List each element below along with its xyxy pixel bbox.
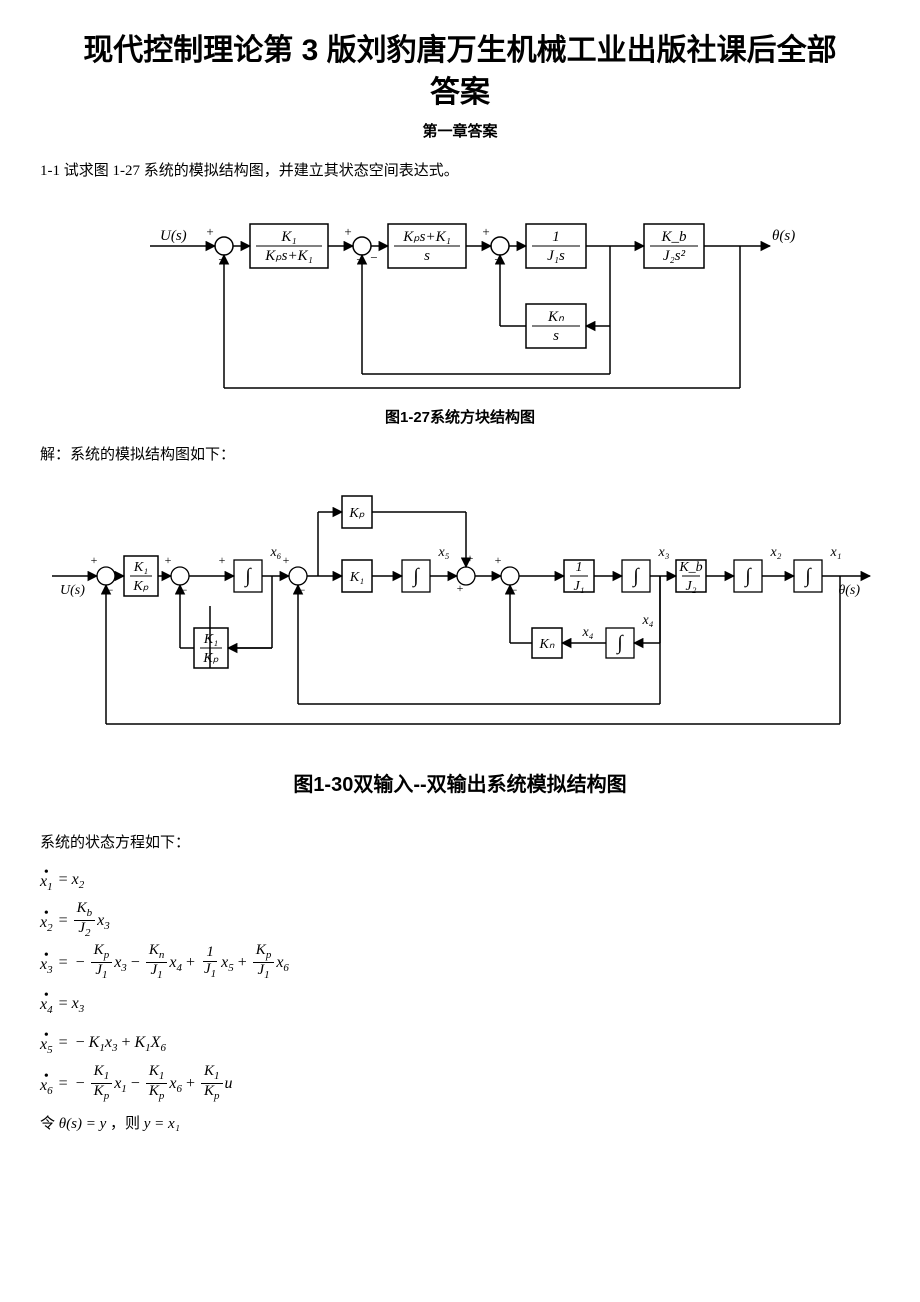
state-equations: •x1=x2•x2=KbJ2x3•x3=−KpJ1x3−KnJ1x4+1J1x5… <box>40 862 880 1102</box>
svg-text:K₁: K₁ <box>349 570 364 585</box>
block-diagram-2: U(s)+−+−+−+++−K₁KₚK₁KₚK₁Kₚ1J₁K_bJ₂Kₙ∫x₆∫… <box>40 478 880 738</box>
svg-text:+: + <box>283 553 290 567</box>
svg-text:+: + <box>482 224 489 239</box>
main-title: 现代控制理论第 3 版刘豹唐万生机械工业出版社课后全部 答案 <box>40 30 880 114</box>
svg-text:J₁: J₁ <box>573 579 584 594</box>
block-diagram-1: U(s)+−+−−+−K₁Kₚs+K₁Kₚs+K₁s1J₁sK_bJ₂s²Kₙs… <box>40 194 880 394</box>
svg-text:x₄: x₄ <box>581 625 593 640</box>
svg-text:K₁: K₁ <box>133 560 148 575</box>
svg-text:J₂s²: J₂s² <box>663 248 686 264</box>
svg-text:x₃: x₃ <box>657 545 669 560</box>
svg-text:∫: ∫ <box>243 565 252 588</box>
svg-text:+: + <box>219 553 226 567</box>
svg-text:Kₙ: Kₙ <box>547 309 565 325</box>
svg-text:x₁: x₁ <box>829 545 841 560</box>
svg-text:−: − <box>511 583 518 597</box>
svg-text:+: + <box>495 553 502 567</box>
svg-text:∫: ∫ <box>615 632 624 655</box>
svg-text:x₄: x₄ <box>641 613 653 628</box>
svg-text:U(s): U(s) <box>60 583 85 598</box>
svg-text:Kₚs+K₁: Kₚs+K₁ <box>264 248 313 264</box>
svg-text:x₆: x₆ <box>269 545 281 560</box>
svg-text:+: + <box>91 553 98 567</box>
svg-text:1: 1 <box>576 560 583 575</box>
svg-text:x₅: x₅ <box>437 545 449 560</box>
svg-text:+: + <box>206 224 213 239</box>
equations-intro: 系统的状态方程如下： <box>40 831 880 852</box>
svg-text:−: − <box>181 583 188 597</box>
solution-intro: 解：系统的模拟结构图如下： <box>40 443 880 464</box>
svg-text:∫: ∫ <box>411 565 420 588</box>
svg-text:∫: ∫ <box>743 565 752 588</box>
svg-text:K₁: K₁ <box>280 229 296 245</box>
svg-text:Kₚ: Kₚ <box>348 506 364 521</box>
problem-statement: 1-1 试求图 1-27 系统的模拟结构图，并建立其状态空间表达式。 <box>40 159 880 180</box>
svg-text:K_b: K_b <box>660 229 687 245</box>
svg-text:−: − <box>299 583 306 597</box>
svg-text:1: 1 <box>552 229 560 245</box>
final-line: 令 θ(s) = y ，则 y = x₁ <box>40 1112 880 1133</box>
diagram2-caption: 图1-30双输入--双输出系统模拟结构图 <box>40 768 880 797</box>
svg-text:−: − <box>370 250 377 265</box>
svg-text:+: + <box>165 553 172 567</box>
chapter-subtitle: 第一章答案 <box>40 120 880 141</box>
svg-text:∫: ∫ <box>631 565 640 588</box>
svg-text:+: + <box>344 224 351 239</box>
svg-text:+: + <box>457 581 464 595</box>
svg-text:+: + <box>467 551 474 565</box>
svg-text:Kₚ: Kₚ <box>132 579 148 594</box>
svg-text:θ(s): θ(s) <box>772 228 795 244</box>
svg-text:K_b: K_b <box>678 560 702 575</box>
svg-text:s: s <box>553 328 559 344</box>
svg-text:∫: ∫ <box>803 565 812 588</box>
svg-text:J₂: J₂ <box>685 579 696 594</box>
svg-text:s: s <box>424 248 430 264</box>
diagram1-caption: 图1-27系统方块结构图 <box>40 406 880 427</box>
svg-text:U(s): U(s) <box>160 228 187 244</box>
svg-text:J₁s: J₁s <box>547 248 565 264</box>
svg-text:θ(s): θ(s) <box>838 583 860 598</box>
svg-text:−: − <box>107 583 114 597</box>
svg-text:Kₚs+K₁: Kₚs+K₁ <box>402 229 451 245</box>
svg-text:x₂: x₂ <box>769 545 781 560</box>
svg-text:Kₙ: Kₙ <box>539 637 555 652</box>
